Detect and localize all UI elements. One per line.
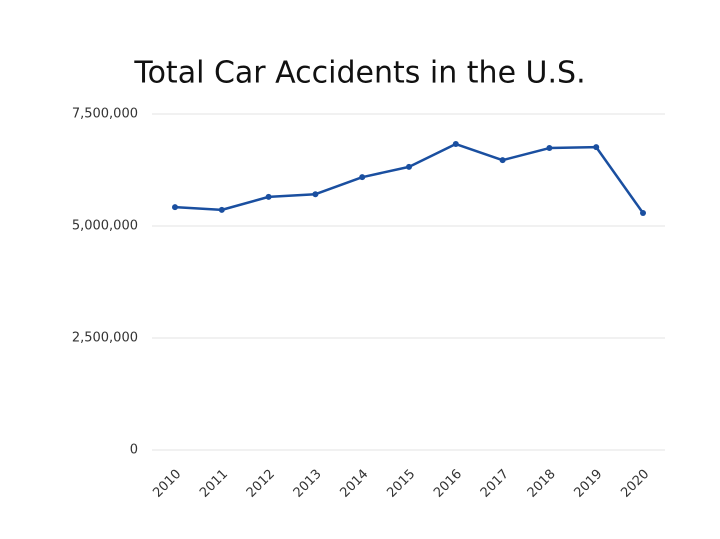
data-point bbox=[172, 204, 178, 211]
data-point bbox=[218, 206, 225, 213]
data-point bbox=[640, 210, 646, 217]
x-tick-label: 2013 bbox=[291, 467, 325, 501]
x-tick-label: 2018 bbox=[525, 467, 559, 501]
data-point bbox=[359, 174, 366, 181]
data-point bbox=[546, 145, 553, 152]
data-point bbox=[406, 163, 412, 170]
data-point bbox=[452, 141, 459, 148]
x-tick-label: 2015 bbox=[384, 467, 418, 501]
x-tick-label: 2014 bbox=[337, 467, 371, 501]
data-point bbox=[499, 157, 506, 164]
data-point bbox=[265, 193, 272, 200]
y-tick-label: 5,000,000 bbox=[72, 219, 138, 234]
data-point bbox=[312, 191, 319, 198]
chart-title: Total Car Accidents in the U.S. bbox=[133, 56, 585, 91]
y-tick-label: 7,500,000 bbox=[72, 107, 138, 122]
x-tick-label: 2019 bbox=[571, 467, 605, 501]
y-tick-label: 2,500,000 bbox=[72, 331, 138, 346]
data-point bbox=[593, 144, 600, 151]
line bbox=[174, 142, 645, 214]
x-tick-label: 2017 bbox=[478, 467, 512, 501]
x-tick-label: 2012 bbox=[244, 467, 278, 501]
x-tick-label: 2016 bbox=[431, 467, 465, 501]
x-tick-label: 2010 bbox=[150, 467, 184, 501]
y-tick-label: 0 bbox=[130, 443, 138, 458]
x-tick-label: 2020 bbox=[618, 467, 652, 501]
x-tick-label: 2011 bbox=[197, 467, 231, 501]
